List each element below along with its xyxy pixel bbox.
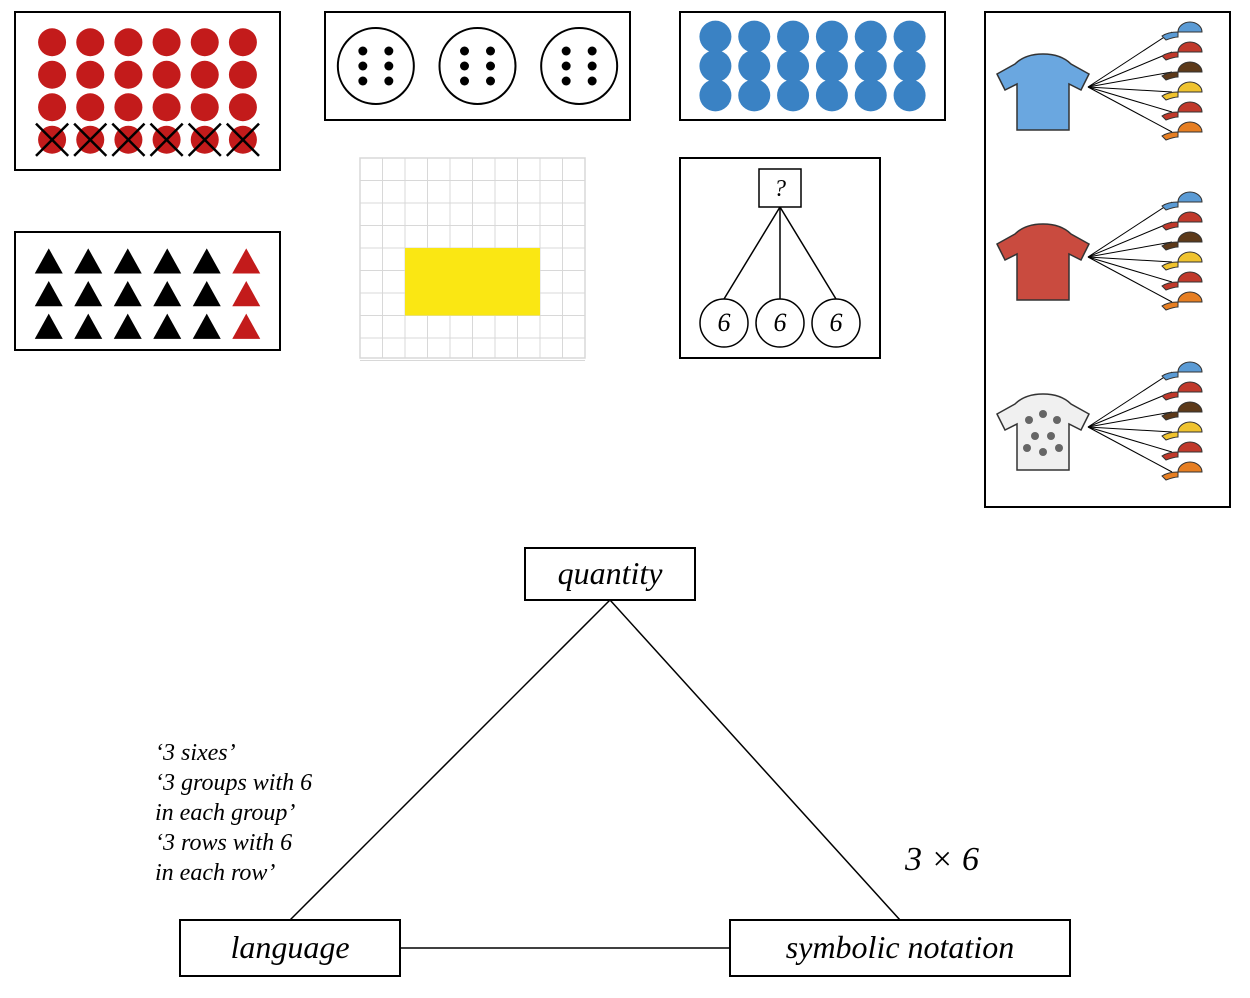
pip	[460, 77, 469, 86]
language-phrase: ‘3 groups with 6	[155, 770, 312, 796]
red-dot	[38, 93, 66, 121]
blue-dot	[894, 50, 926, 82]
pip	[486, 47, 495, 56]
red-dot	[191, 28, 219, 56]
blue-dot	[855, 50, 887, 82]
pip	[486, 77, 495, 86]
pip	[588, 77, 597, 86]
red-dot	[153, 61, 181, 89]
blue-dot	[816, 50, 848, 82]
pip	[384, 77, 393, 86]
blue-dot	[777, 79, 809, 111]
blue-dot	[699, 79, 731, 111]
red-dot	[114, 93, 142, 121]
pip	[588, 47, 597, 56]
blue-dot	[816, 79, 848, 111]
pip	[460, 62, 469, 71]
edge	[290, 600, 610, 920]
pip	[588, 62, 597, 71]
part-label: 6	[830, 308, 843, 337]
blue-dot	[699, 21, 731, 53]
blue-dot	[855, 79, 887, 111]
red-dot	[114, 28, 142, 56]
blue-dot	[894, 21, 926, 53]
language-box-label: language	[230, 929, 349, 965]
red-dot	[153, 93, 181, 121]
blue-dot	[777, 50, 809, 82]
blue-dot	[816, 21, 848, 53]
red-dot	[229, 93, 257, 121]
red-dot	[229, 28, 257, 56]
pip	[358, 62, 367, 71]
edge	[610, 600, 900, 920]
pip	[486, 62, 495, 71]
dice-circle	[338, 28, 414, 104]
red-dot	[38, 61, 66, 89]
dice-circle	[541, 28, 617, 104]
whole-label: ?	[774, 176, 786, 202]
red-dot	[153, 28, 181, 56]
red-dot	[229, 61, 257, 89]
pip	[358, 47, 367, 56]
expression-text: 3 × 6	[904, 841, 979, 878]
blue-dot	[738, 21, 770, 53]
red-dot	[76, 61, 104, 89]
red-dot	[114, 61, 142, 89]
pip	[562, 62, 571, 71]
blue-dot	[777, 21, 809, 53]
symbolic-box-label: symbolic notation	[786, 929, 1014, 965]
pip	[562, 47, 571, 56]
blue-dot	[855, 21, 887, 53]
pip	[384, 62, 393, 71]
language-phrase: ‘3 rows with 6	[155, 830, 292, 856]
language-phrase: in each group’	[155, 800, 295, 826]
blue-dot	[699, 50, 731, 82]
red-dot	[191, 93, 219, 121]
quantity-box-label: quantity	[558, 555, 664, 591]
red-dot	[76, 93, 104, 121]
part-label: 6	[718, 308, 731, 337]
diagram-canvas: ? 6 6 6 quantity language symbolic notation 3 ×…	[0, 0, 1250, 998]
language-phrase: in each row’	[155, 860, 275, 886]
pip	[460, 47, 469, 56]
language-phrase: ‘3 sixes’	[155, 740, 236, 766]
red-dot	[76, 28, 104, 56]
red-dot	[191, 61, 219, 89]
part-label: 6	[774, 308, 787, 337]
pip	[384, 47, 393, 56]
blue-dot	[738, 50, 770, 82]
dice-circle	[440, 28, 516, 104]
pip	[358, 77, 367, 86]
red-dot	[38, 28, 66, 56]
blue-dot	[894, 79, 926, 111]
pip	[562, 77, 571, 86]
yellow-rect	[405, 248, 540, 316]
blue-dot	[738, 79, 770, 111]
